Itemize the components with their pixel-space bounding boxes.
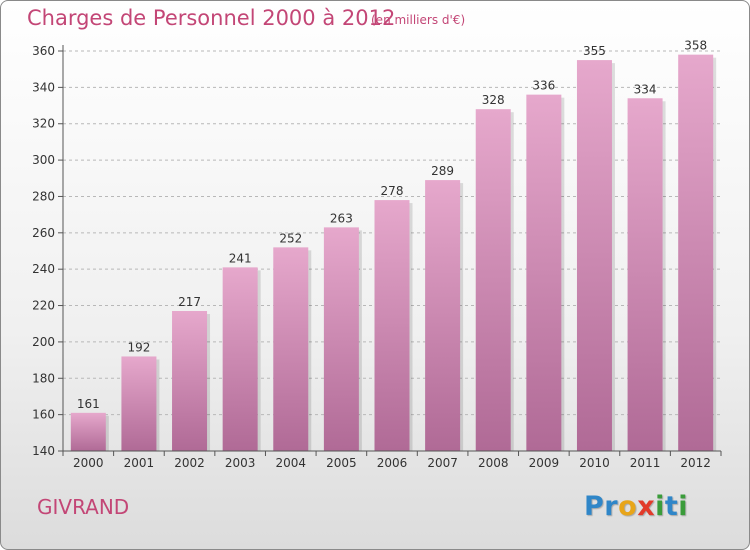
bar [627,98,663,451]
y-tick-label: 300 [32,153,55,167]
logo-letter: t [664,491,679,522]
x-tick-label: 2012 [680,456,711,470]
bar [172,311,208,451]
y-tick-label: 260 [32,226,55,240]
x-tick-label: 2002 [174,456,205,470]
y-tick-label: 200 [32,335,55,349]
logo-letter: o [618,491,638,522]
y-tick-label: 240 [32,262,55,276]
bar [374,200,410,451]
bar-value-label: 252 [279,231,302,245]
x-tick-label: 2004 [275,456,306,470]
bar [526,94,562,452]
x-tick-label: 2011 [630,456,661,470]
logo-letter: i [655,491,665,522]
bar-value-label: 192 [127,340,150,354]
x-tick-label: 2010 [579,456,610,470]
bar-value-label: 334 [634,82,657,96]
bar [222,267,258,451]
bar-value-label: 217 [178,295,201,309]
y-tick-label: 340 [32,80,55,94]
y-tick-label: 140 [32,444,55,458]
x-tick-label: 2003 [225,456,256,470]
bar-value-label: 263 [330,211,353,225]
proxiti-logo[interactable]: Proxiti [584,491,688,522]
y-tick-label: 220 [32,299,55,313]
bar-value-label: 358 [684,39,707,53]
bar-value-label: 161 [77,397,100,411]
bar-value-label: 289 [431,164,454,178]
x-axis: 2000 2001 2002 2003 2004 2005 2006 2007 2008 2009… [62,450,722,470]
bar [576,60,612,451]
bars: 161 192 217 241 252 263 278 289 328 336 355 334 358 [70,39,717,452]
x-tick-label: 2007 [427,456,458,470]
bar [475,109,511,451]
x-tick-label: 2001 [124,456,155,470]
logo-letter: r [604,491,619,522]
chart-subtitle: (en milliers d'€) [371,13,466,27]
x-tick-label: 2000 [73,456,104,470]
y-tick-label: 360 [32,44,55,58]
bar [273,247,309,451]
bar [323,227,359,451]
logo-letter: P [584,491,605,522]
x-tick-label: 2009 [529,456,560,470]
logo-letter: i [678,491,689,522]
logo-letter: x [637,491,656,522]
x-tick-label: 2005 [326,456,357,470]
x-tick-label: 2006 [377,456,408,470]
bar-value-label: 336 [532,79,555,93]
y-tick-label: 160 [32,408,55,422]
chart-title: Charges de Personnel 2000 à 2012 [27,6,396,30]
bar [678,54,714,452]
x-tick-label: 2008 [478,456,509,470]
bar-value-label: 241 [229,251,252,265]
town-name: GIVRAND [37,495,130,519]
y-tick-label: 180 [32,371,55,385]
y-tick-label: 320 [32,117,55,131]
y-axis: 140 160 180 200 220 240 260 280 300 320 340 360 [32,44,64,458]
bar [425,180,461,451]
bar-value-label: 355 [583,44,606,58]
bar-value-label: 328 [482,93,505,107]
bar [121,356,157,451]
bar [70,412,106,451]
bar-value-label: 278 [381,184,404,198]
y-tick-label: 280 [32,189,55,203]
